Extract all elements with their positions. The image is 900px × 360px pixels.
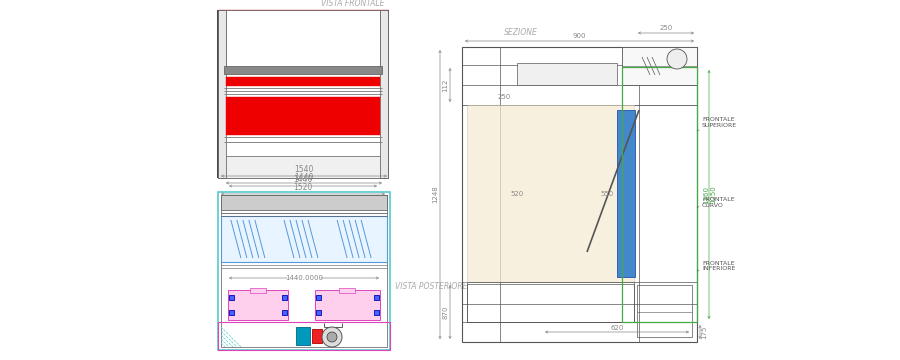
Bar bbox=[316, 295, 321, 300]
Text: 1540: 1540 bbox=[294, 166, 314, 175]
Text: 175: 175 bbox=[701, 325, 707, 339]
Bar bbox=[380, 10, 388, 178]
Text: FRONTALE
INFERIORE: FRONTALE INFERIORE bbox=[697, 261, 735, 271]
Bar bbox=[316, 310, 321, 315]
Text: 1440.0000: 1440.0000 bbox=[285, 275, 323, 281]
Bar bbox=[221, 216, 387, 262]
Bar bbox=[467, 282, 634, 322]
Bar bbox=[282, 310, 287, 315]
Bar bbox=[229, 295, 234, 300]
Text: 1250: 1250 bbox=[710, 186, 716, 203]
Text: 870: 870 bbox=[443, 305, 448, 319]
Bar bbox=[622, 67, 697, 322]
Bar bbox=[622, 47, 697, 85]
Text: 250: 250 bbox=[498, 94, 510, 100]
Bar bbox=[282, 295, 287, 300]
Bar bbox=[226, 156, 380, 178]
Bar bbox=[374, 295, 379, 300]
Bar bbox=[218, 322, 390, 350]
Bar bbox=[637, 285, 692, 337]
Bar bbox=[218, 10, 226, 178]
Bar bbox=[296, 327, 310, 345]
Bar bbox=[517, 63, 617, 85]
Bar bbox=[228, 290, 288, 320]
Bar bbox=[250, 288, 266, 293]
Text: 1248: 1248 bbox=[433, 186, 438, 203]
Text: 900: 900 bbox=[572, 33, 586, 40]
Bar bbox=[224, 66, 382, 74]
Bar bbox=[226, 10, 380, 70]
Bar bbox=[221, 195, 387, 347]
Text: FRONTALE
SUPERIORE: FRONTALE SUPERIORE bbox=[697, 117, 737, 131]
Text: 620: 620 bbox=[610, 324, 624, 330]
Bar bbox=[229, 310, 234, 315]
Bar bbox=[467, 105, 634, 282]
Bar bbox=[218, 192, 390, 350]
Text: 112: 112 bbox=[443, 78, 448, 92]
Bar bbox=[226, 97, 380, 135]
Bar bbox=[226, 142, 380, 156]
Text: VISTA FRONTALE: VISTA FRONTALE bbox=[321, 0, 384, 8]
Bar bbox=[312, 329, 322, 343]
Bar bbox=[221, 195, 387, 210]
Circle shape bbox=[667, 49, 687, 69]
Text: 1440: 1440 bbox=[293, 175, 312, 184]
Text: 520: 520 bbox=[510, 190, 524, 197]
Text: 250: 250 bbox=[660, 26, 672, 31]
Bar bbox=[374, 310, 379, 315]
Circle shape bbox=[322, 327, 342, 347]
Text: 1520: 1520 bbox=[293, 184, 312, 193]
Bar bbox=[226, 77, 380, 86]
Bar bbox=[339, 288, 355, 293]
Bar bbox=[467, 284, 634, 322]
Text: SEZIONE: SEZIONE bbox=[504, 28, 537, 37]
Text: FRONTALE
CURVO: FRONTALE CURVO bbox=[697, 197, 734, 208]
Text: 1160: 1160 bbox=[703, 185, 709, 203]
Text: VISTA POSTERIORE: VISTA POSTERIORE bbox=[395, 282, 467, 291]
Text: 550: 550 bbox=[600, 190, 614, 197]
Bar bbox=[462, 47, 697, 342]
Bar bbox=[315, 290, 380, 320]
Text: 1440: 1440 bbox=[294, 172, 314, 181]
Bar bbox=[617, 110, 635, 277]
Circle shape bbox=[327, 332, 337, 342]
